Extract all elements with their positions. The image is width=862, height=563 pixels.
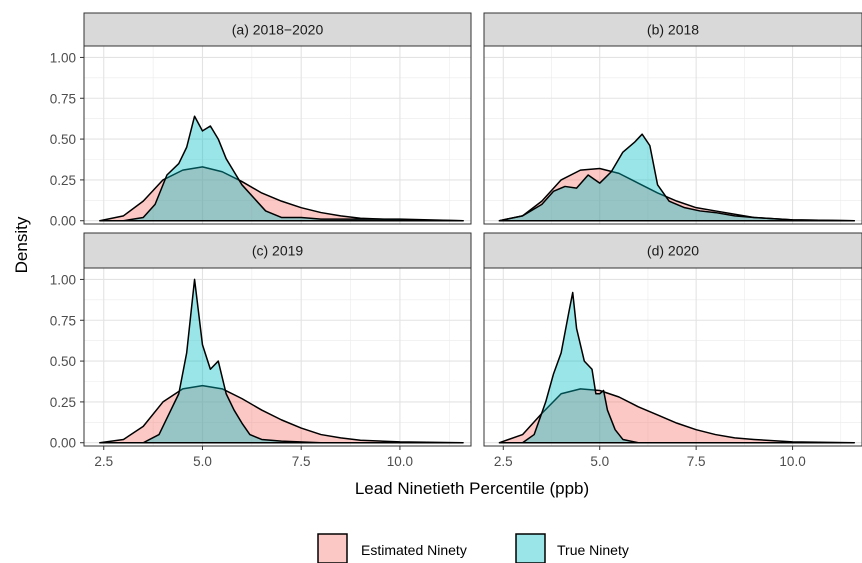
- panel-c-density-true-ninety: [142, 278, 322, 444]
- x-tick-label: 2.5: [94, 454, 113, 469]
- panel-a-density-true-ninety: [122, 115, 464, 222]
- y-tick-label: 1.00: [50, 50, 76, 65]
- panel-a-plot-area: [84, 46, 471, 224]
- panel-c-grid: [84, 268, 471, 446]
- panels: (a) 2018−2020 0.00 0.25 0.50 0.75 1.00 (b) 201…: [50, 12, 862, 469]
- y-tick-label: 1.00: [50, 272, 76, 287]
- y-axis-title: Density: [12, 216, 31, 273]
- x-tick-label: 5.0: [193, 454, 212, 469]
- panel-b-strip: [483, 12, 862, 47]
- y-tick-label: 0.25: [50, 395, 76, 410]
- y-tick-label: 0.00: [50, 436, 76, 451]
- y-tick-label: 0.75: [50, 313, 76, 328]
- x-tick-label: 10.0: [387, 454, 413, 469]
- panel-d-density-true-ninety: [521, 291, 640, 444]
- panel-a-border: [83, 45, 472, 225]
- panel-b-border: [483, 45, 862, 225]
- panel-d-plot-area: [484, 268, 862, 446]
- panel-b-strip-title: (b) 2018: [647, 22, 699, 38]
- panel-c-strip-title: (c) 2019: [252, 243, 304, 259]
- y-tick-label: 0.00: [50, 214, 76, 229]
- legend: Estimated Ninety True Ninety: [317, 533, 629, 563]
- x-tick-label: 7.5: [687, 454, 706, 469]
- panel-a-strip: [83, 12, 472, 47]
- panel-d-border: [483, 267, 862, 447]
- legend-key-true-ninety: [515, 533, 546, 563]
- panel-d: (d) 2020 2.5 5.0 7.5 10.0: [483, 232, 862, 469]
- x-axis-title: Lead Ninetieth Percentile (ppb): [355, 479, 589, 498]
- y-tick-label: 0.50: [50, 354, 76, 369]
- panel-c: (c) 2019 0.00 0.25 0.50 0.75 1.00 2.5 5.0 7.5 10.…: [50, 232, 472, 469]
- panel-c-plot-area: [84, 268, 471, 446]
- panel-a-strip-title: (a) 2018−2020: [232, 22, 324, 38]
- panel-c-density-estimated-ninety: [99, 384, 464, 444]
- panel-b-density-true-ninety: [498, 133, 856, 222]
- panel-a: (a) 2018−2020 0.00 0.25 0.50 0.75 1.00: [50, 12, 472, 229]
- y-tick-label: 0.25: [50, 173, 76, 188]
- panel-c-border: [83, 267, 472, 447]
- x-tick-label: 10.0: [779, 454, 805, 469]
- legend-key-estimated-ninety: [317, 533, 348, 563]
- x-tick-label: 7.5: [292, 454, 311, 469]
- y-tick-label: 0.50: [50, 132, 76, 147]
- panel-b-plot-area: [484, 46, 862, 224]
- legend-label-estimated-ninety: Estimated Ninety: [361, 542, 467, 558]
- panel-d-density-estimated-ninety: [498, 388, 856, 444]
- x-tick-label: 2.5: [494, 454, 513, 469]
- x-tick-label: 5.0: [590, 454, 609, 469]
- panel-d-strip-title: (d) 2020: [647, 243, 699, 259]
- panel-d-strip: [483, 232, 862, 269]
- legend-label-true-ninety: True Ninety: [557, 542, 629, 558]
- panel-b: (b) 2018: [483, 12, 862, 225]
- y-tick-label: 0.75: [50, 91, 76, 106]
